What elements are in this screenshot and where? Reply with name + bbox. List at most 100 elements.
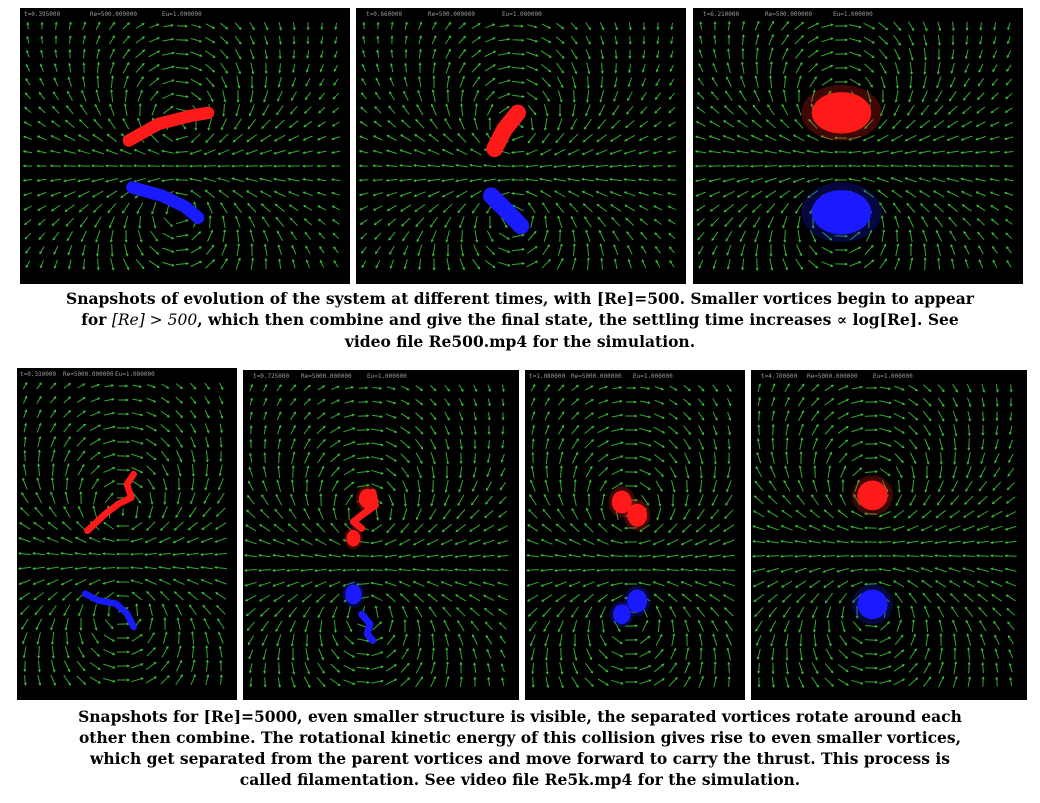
flow-arrowhead — [909, 242, 913, 247]
flow-arrow — [714, 661, 716, 675]
flow-arrow — [727, 62, 731, 74]
flow-arrowhead — [413, 149, 417, 152]
flow-arrowhead — [534, 39, 539, 43]
flow-arrow — [793, 150, 805, 154]
flow-arrowhead — [796, 225, 800, 229]
flow-arrow — [53, 77, 59, 87]
flow-arrow — [951, 49, 955, 59]
flow-arrow — [417, 90, 423, 102]
flow-arrow — [723, 539, 735, 545]
flow-arrowhead — [371, 529, 375, 532]
flow-arrowhead — [482, 554, 486, 558]
flow-arrow — [668, 399, 678, 405]
flow-arrow — [150, 230, 158, 242]
flow-arrow — [724, 105, 734, 115]
flow-arrow — [769, 75, 773, 89]
flow-arrowhead — [683, 516, 687, 521]
flow-arrow — [189, 396, 197, 404]
flow-arrowhead — [305, 643, 309, 648]
flow-arrow — [232, 149, 244, 155]
flow-arrowhead — [140, 470, 144, 474]
flow-arrowhead — [724, 516, 728, 520]
flow-arrowhead — [911, 42, 914, 47]
flow-arrowhead — [1003, 178, 1008, 181]
flow-arrow — [727, 258, 731, 270]
flow-arrowhead — [648, 650, 652, 654]
flow-arrow — [470, 178, 482, 182]
flow-arrow — [694, 568, 708, 572]
flow-arrowhead — [398, 580, 402, 584]
flow-arrow — [220, 22, 228, 30]
flow-arrowhead — [217, 618, 220, 622]
flow-arrow — [191, 660, 195, 672]
flow-arrowhead — [193, 444, 196, 449]
flow-arrowhead — [653, 205, 657, 209]
flow-arrowhead — [816, 410, 820, 414]
flow-arrowhead — [531, 127, 535, 132]
euler-readout: Eu=1.000000 — [633, 373, 673, 380]
flow-arrowhead — [473, 431, 477, 436]
flow-arrowhead — [532, 397, 536, 401]
flow-arrowhead — [474, 417, 477, 421]
flow-arrow — [291, 91, 297, 101]
flow-arrow — [131, 426, 143, 430]
flow-arrow — [879, 468, 891, 476]
flow-arrow — [234, 22, 242, 30]
flow-arrow — [317, 205, 327, 211]
flow-arrowhead — [955, 404, 958, 408]
flow-arrow — [344, 400, 354, 404]
flow-arrow — [159, 537, 171, 543]
flow-arrow — [131, 412, 143, 416]
flow-arrow — [526, 149, 538, 155]
flow-arrowhead — [277, 465, 281, 469]
flow-arrowhead — [76, 598, 80, 602]
flow-arrowhead — [966, 475, 969, 479]
flow-arrowhead — [620, 413, 624, 417]
flow-arrowhead — [545, 451, 549, 455]
flow-arrowhead — [709, 120, 713, 124]
flow-arrowhead — [390, 619, 394, 623]
flow-arrow — [455, 581, 467, 587]
flow-arrowhead — [365, 414, 370, 418]
flow-arrow — [88, 552, 102, 556]
flow-arrowhead — [92, 505, 96, 509]
flow-arrowhead — [585, 229, 589, 233]
flow-arrowhead — [620, 441, 624, 445]
flow-arrowhead — [97, 397, 101, 401]
caption-line: for [Re] > 500, which then combine and g… — [81, 310, 959, 329]
flow-arrowhead — [604, 385, 609, 389]
flow-arrow — [177, 25, 187, 27]
flow-arrow — [79, 203, 89, 213]
flow-arrow — [722, 569, 736, 571]
flow-arrowhead — [801, 396, 805, 400]
flow-arrow — [430, 620, 436, 632]
flow-arrow — [162, 134, 174, 142]
flow-arrowhead — [600, 507, 604, 511]
flow-arrowhead — [307, 384, 311, 388]
flow-arrowhead — [385, 593, 389, 597]
flow-arrow — [952, 466, 958, 478]
flow-arrow — [431, 633, 435, 647]
flow-arrowhead — [366, 442, 371, 446]
flow-arrowhead — [81, 655, 85, 659]
flow-arrowhead — [289, 508, 292, 512]
flow-arrow — [330, 453, 340, 463]
flow-arrowhead — [94, 103, 98, 107]
flow-arrow — [290, 425, 296, 435]
flow-arrow — [386, 649, 396, 659]
flow-arrowhead — [557, 508, 560, 512]
flow-arrow — [402, 634, 408, 646]
flow-arrowhead — [318, 110, 322, 114]
flow-arrowhead — [96, 640, 99, 644]
flow-arrowhead — [699, 475, 703, 480]
flow-arrow — [94, 216, 102, 228]
flow-arrow — [713, 676, 717, 688]
flow-arrowhead — [928, 432, 931, 436]
flow-arrowhead — [51, 462, 55, 467]
flow-arrow — [62, 521, 72, 531]
flow-arrowhead — [524, 164, 529, 168]
flow-arrowhead — [974, 177, 979, 181]
flow-arrow — [598, 523, 608, 533]
flow-arrowhead — [198, 231, 202, 235]
flow-arrow — [584, 593, 594, 603]
